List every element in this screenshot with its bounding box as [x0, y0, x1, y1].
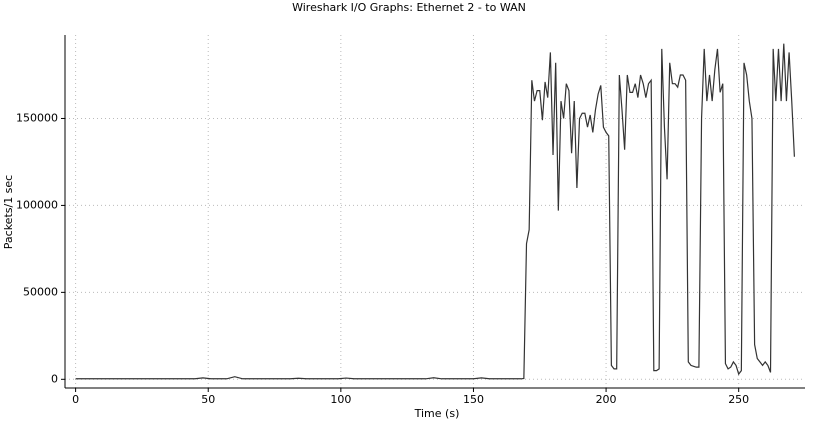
chart-title: Wireshark I/O Graphs: Ethernet 2 - to WA… — [292, 1, 526, 14]
data-line — [75, 43, 795, 380]
x-tick-label: 100 — [330, 393, 351, 406]
y-tick-label: 150000 — [16, 111, 58, 124]
y-tick-label: 0 — [51, 372, 58, 385]
x-tick-label: 50 — [201, 393, 215, 406]
x-axis-label: Time (s) — [414, 407, 460, 420]
x-tick-label: 150 — [463, 393, 484, 406]
x-tick-label: 200 — [596, 393, 617, 406]
y-tick-label: 50000 — [23, 285, 58, 298]
y-tick-label: 100000 — [16, 198, 58, 211]
y-axis-label: Packets/1 sec — [2, 175, 15, 249]
x-tick-label: 0 — [72, 393, 79, 406]
x-tick-label: 250 — [728, 393, 749, 406]
